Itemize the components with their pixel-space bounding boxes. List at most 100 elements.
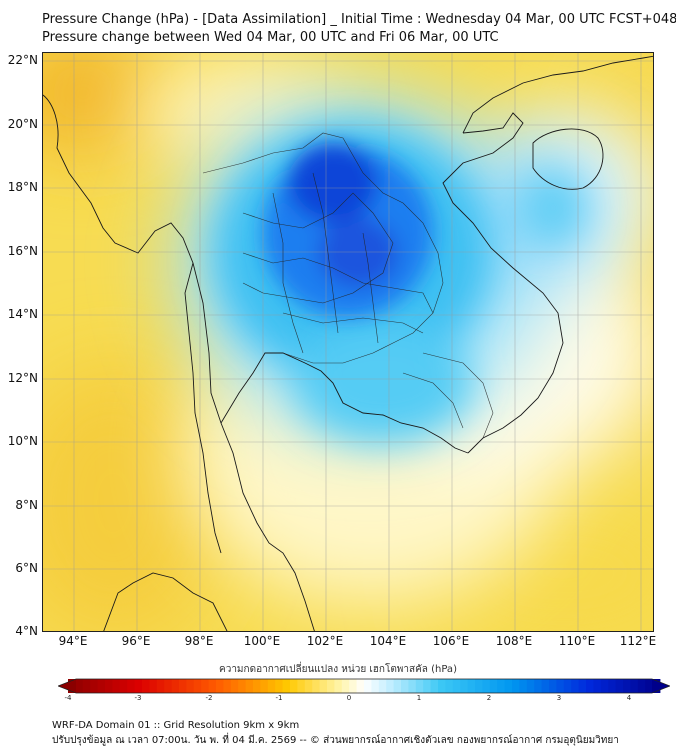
colorbar-cell <box>534 679 542 693</box>
colorbar-cell <box>475 679 483 693</box>
colorbar-cell <box>297 679 306 693</box>
colorbar-tick: 0 <box>346 694 352 702</box>
lat-label: 10°N <box>7 434 38 448</box>
colorbar-cell <box>571 679 579 693</box>
colorbar-cell <box>290 679 298 693</box>
graticule <box>43 53 653 631</box>
lon-label: 98°E <box>184 634 214 648</box>
colorbar-cell <box>260 679 269 693</box>
colorbar-cell <box>112 679 121 693</box>
colorbar-cell <box>460 679 468 693</box>
map-subtitle: Pressure change between Wed 04 Mar, 00 U… <box>42 30 499 45</box>
colorbar-cell <box>497 679 505 693</box>
colorbar-cell <box>341 679 350 693</box>
colorbar-cell <box>482 679 491 693</box>
colorbar-max-arrow <box>652 679 670 693</box>
colorbar-cell <box>489 679 498 693</box>
colorbar-cell <box>208 679 217 693</box>
colorbar-cell <box>245 679 254 693</box>
colorbar-cell <box>541 679 550 693</box>
lat-label: 12°N <box>7 371 38 385</box>
colorbar-cell <box>430 679 439 693</box>
colorbar-cell <box>304 679 313 693</box>
colorbar-cell <box>134 679 143 693</box>
colorbar-cell <box>312 679 320 693</box>
colorbar-cells <box>58 679 670 693</box>
lon-label: 100°E <box>243 634 281 648</box>
colorbar-cell <box>637 679 646 693</box>
lat-label: 16°N <box>7 244 38 258</box>
colorbar-cell <box>467 679 476 693</box>
colorbar-tick: 4 <box>626 694 632 702</box>
colorbar-cell <box>586 679 594 693</box>
colorbar-cell <box>364 679 372 693</box>
colorbar-cell <box>97 679 106 693</box>
colorbar-cell <box>401 679 409 693</box>
lat-label: 6°N <box>15 561 38 575</box>
colorbar-cell <box>216 679 224 693</box>
lon-label: 104°E <box>369 634 407 648</box>
colorbar-tick: 3 <box>556 694 562 702</box>
colorbar-cell <box>549 679 557 693</box>
footer-model-info: WRF-DA Domain 01 :: Grid Resolution 9km … <box>52 720 300 731</box>
colorbar-tick: 2 <box>486 694 492 702</box>
colorbar-cell <box>164 679 172 693</box>
colorbar-cell <box>142 679 150 693</box>
colorbar-cell <box>179 679 187 693</box>
colorbar-cell <box>645 679 653 693</box>
colorbar-cell <box>127 679 135 693</box>
lon-label: 96°E <box>121 634 151 648</box>
lat-label: 18°N <box>7 180 38 194</box>
colorbar-cell <box>223 679 232 693</box>
colorbar-cell <box>149 679 158 693</box>
colorbar-cell <box>253 679 261 693</box>
colorbar-cell <box>186 679 195 693</box>
colorbar-cell <box>193 679 202 693</box>
colorbar-tick: 1 <box>416 694 422 702</box>
colorbar-cell <box>230 679 239 693</box>
colorbar-cell <box>105 679 113 693</box>
colorbar-cell <box>504 679 513 693</box>
colorbar-tick: -3 <box>134 694 142 702</box>
colorbar-cell <box>90 679 98 693</box>
colorbar <box>58 678 670 694</box>
colorbar-cell <box>75 679 84 693</box>
lat-label: 22°N <box>7 53 38 67</box>
colorbar-cell <box>623 679 631 693</box>
colorbar-cell <box>319 679 328 693</box>
colorbar-cell <box>600 679 609 693</box>
colorbar-tick: -2 <box>205 694 213 702</box>
colorbar-cell <box>415 679 424 693</box>
lon-label: 94°E <box>58 634 88 648</box>
colorbar-cell <box>171 679 180 693</box>
lat-label: 8°N <box>15 498 38 512</box>
pressure-change-map <box>42 52 654 632</box>
colorbar-cell <box>82 679 91 693</box>
colorbar-tick: -1 <box>275 694 283 702</box>
colorbar-cell <box>452 679 461 693</box>
colorbar-cell <box>519 679 528 693</box>
lon-label: 110°E <box>558 634 596 648</box>
footer-update-info: ปรับปรุงข้อมูล ณ เวลา 07:00น. วัน พ. ที่… <box>52 735 619 746</box>
colorbar-cell <box>238 679 246 693</box>
coastline <box>43 55 653 631</box>
colorbar-cell <box>201 679 209 693</box>
colorbar-cell <box>526 679 535 693</box>
colorbar-cell <box>282 679 291 693</box>
colorbar-tick: -4 <box>64 694 72 702</box>
colorbar-cell <box>445 679 454 693</box>
colorbar-cell <box>593 679 602 693</box>
colorbar-cell <box>349 679 357 693</box>
lon-label: 102°E <box>306 634 344 648</box>
colorbar-outline <box>58 678 670 694</box>
colorbar-cell <box>156 679 165 693</box>
colorbar-cell <box>630 679 639 693</box>
lon-label: 106°E <box>432 634 470 648</box>
colorbar-cell <box>275 679 283 693</box>
colorbar-cell <box>119 679 128 693</box>
lat-label: 14°N <box>7 307 38 321</box>
admin-borders <box>202 132 494 439</box>
colorbar-cell <box>615 679 624 693</box>
colorbar-cell <box>327 679 335 693</box>
field-deep-core <box>263 143 433 318</box>
